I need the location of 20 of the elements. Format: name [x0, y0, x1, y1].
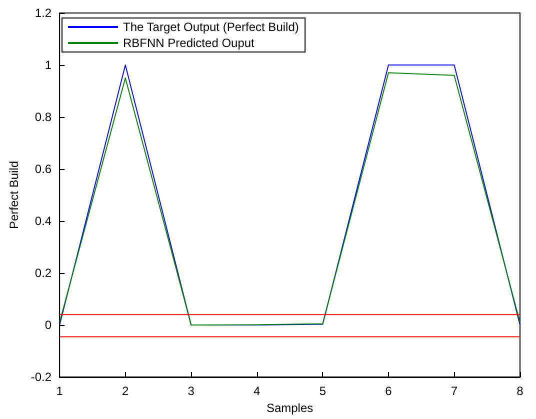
y-tick-label: 1 [44, 58, 52, 72]
y-tick-label: 1.2 [34, 6, 52, 20]
y-tick-label: -0.2 [30, 370, 52, 384]
y-tick-label: 0 [44, 318, 52, 332]
x-tick-label: 1 [56, 384, 64, 398]
x-tick-label: 2 [122, 384, 130, 398]
x-tick-label: 7 [450, 384, 458, 398]
y-tick-label: 0.2 [34, 266, 52, 280]
x-tick-label: 8 [516, 384, 524, 398]
x-tick-label: 4 [254, 384, 261, 398]
x-tick-label: 5 [319, 384, 326, 398]
y-axis-title: Perfect Build [7, 160, 21, 230]
x-tick-label: 3 [188, 384, 195, 398]
x-tick-label: 6 [385, 384, 392, 398]
y-tick-label: 0.4 [34, 214, 52, 228]
legend-label: The Target Output (Perfect Build) [123, 20, 299, 34]
x-axis-title: Samples [266, 400, 314, 415]
legend-label: RBFNN Predicted Ouput [123, 36, 256, 50]
y-tick-label: 0.8 [34, 110, 52, 124]
y-tick-label: 0.6 [34, 162, 52, 176]
